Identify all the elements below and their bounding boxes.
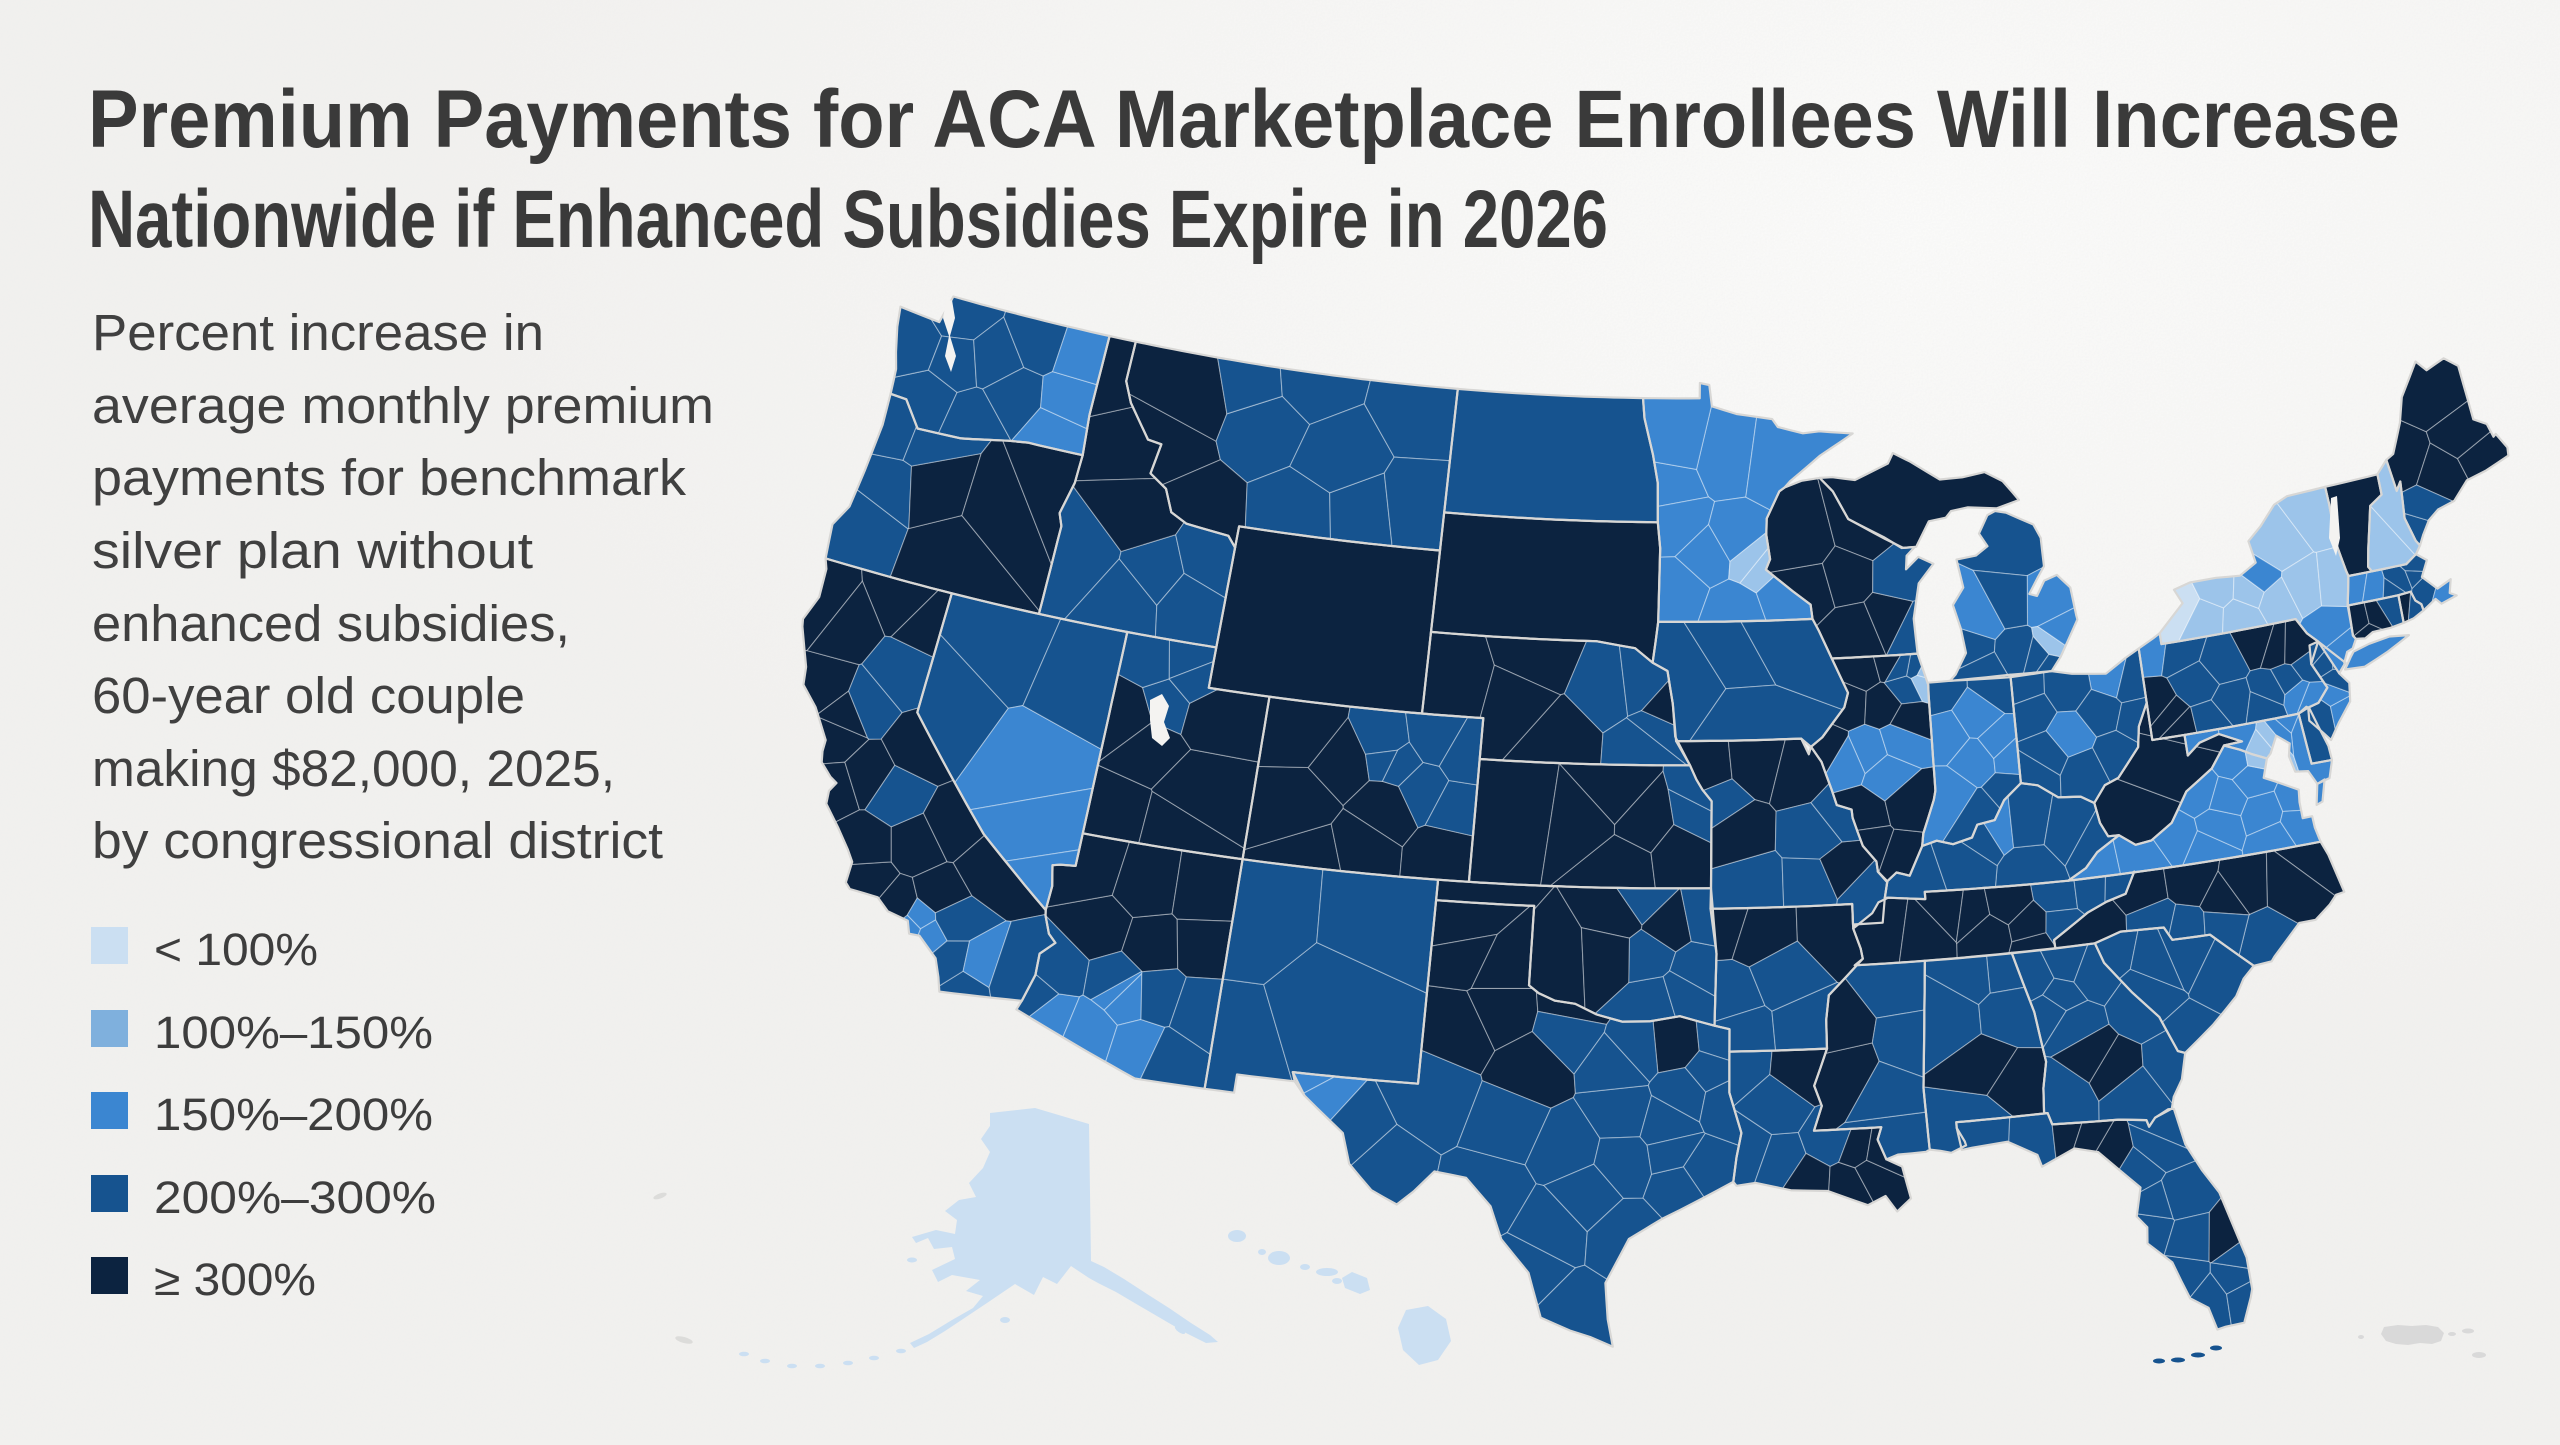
svg-text:silver plan without: silver plan without (92, 522, 533, 579)
svg-text:Premium Payments for ACA Marke: Premium Payments for ACA Marketplace Enr… (88, 74, 2400, 165)
svg-text:60-year old couple: 60-year old couple (92, 667, 525, 724)
svg-text:making $82,000, 2025,: making $82,000, 2025, (92, 740, 615, 797)
svg-text:Percent increase in: Percent increase in (92, 304, 544, 361)
svg-text:enhanced subsidies,: enhanced subsidies, (92, 595, 570, 652)
svg-text:≥ 300%: ≥ 300% (154, 1254, 316, 1305)
svg-text:150%–200%: 150%–200% (154, 1089, 433, 1140)
svg-text:Nationwide if Enhanced Subsidi: Nationwide if Enhanced Subsidies Expire … (88, 174, 1608, 265)
svg-text:by congressional district: by congressional district (92, 812, 663, 869)
svg-text:average monthly premium: average monthly premium (92, 377, 714, 434)
svg-text:200%–300%: 200%–300% (154, 1172, 436, 1223)
svg-text:payments for benchmark: payments for benchmark (92, 449, 687, 506)
svg-text:100%–150%: 100%–150% (154, 1007, 433, 1058)
svg-text:< 100%: < 100% (154, 924, 318, 975)
